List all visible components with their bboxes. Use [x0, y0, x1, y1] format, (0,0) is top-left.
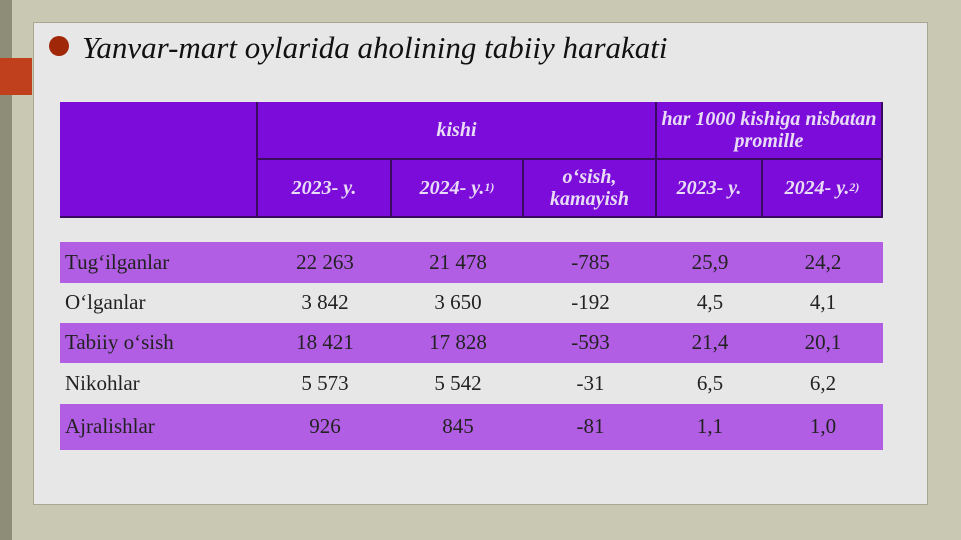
sub-header-text: 2024- y.	[784, 177, 850, 199]
table-cell: -31	[576, 370, 605, 395]
table-cell: 1,0	[763, 404, 883, 450]
table-cell: 4,5	[696, 290, 724, 315]
sub-header-text: 2024- y.	[419, 177, 485, 199]
table-cell: -81	[524, 404, 657, 450]
sub-header: 2023- y.	[657, 160, 763, 218]
sub-header: 2024- y. 1)	[392, 160, 524, 218]
row-label: Nikohlar	[65, 370, 140, 395]
table-cell: 21 478	[392, 242, 524, 283]
table-cell: 22 263	[258, 242, 392, 283]
table-cell: 5 542	[434, 370, 482, 395]
table-cell: 24,2	[763, 242, 883, 283]
row-label: Ajralishlar	[60, 404, 258, 450]
group-header: har 1000 kishiga nisbatan promille	[657, 102, 883, 160]
table-cell: 4,1	[809, 290, 837, 315]
slide-title: Yanvar-mart oylarida aholining tabiiy ha…	[82, 30, 668, 65]
side-strip	[0, 0, 12, 540]
footnote-mark: 1)	[484, 180, 495, 195]
row-label: O‘lganlar	[65, 290, 146, 315]
sub-header: o‘sish, kamayish	[524, 160, 657, 218]
table-cell: 845	[392, 404, 524, 450]
row-label: Tabiiy o‘sish	[60, 323, 258, 363]
table-cell: 3 842	[301, 290, 349, 315]
row-label: Tug‘ilganlar	[60, 242, 258, 283]
table-cell: 17 828	[392, 323, 524, 363]
table-cell: -192	[571, 290, 610, 315]
sub-header-text: 2023- y.	[676, 177, 742, 199]
sub-header: 2023- y.	[258, 160, 392, 218]
table-cell: 6,2	[809, 370, 837, 395]
footnote-mark: 2)	[849, 180, 860, 195]
corner-header	[60, 102, 258, 218]
group-header: kishi	[258, 102, 657, 160]
table-cell: 18 421	[258, 323, 392, 363]
table-cell: -785	[524, 242, 657, 283]
sub-header-text: o‘sish, kamayish	[550, 166, 629, 210]
table-cell: 25,9	[657, 242, 763, 283]
table-cell: -593	[524, 323, 657, 363]
table-cell: 5 573	[301, 370, 349, 395]
accent-bar	[0, 58, 32, 95]
table-cell: 1,1	[657, 404, 763, 450]
table-cell: 926	[258, 404, 392, 450]
sub-header: 2024- y. 2)	[763, 160, 883, 218]
sub-header-text: 2023- y.	[291, 177, 357, 199]
table-cell: 20,1	[763, 323, 883, 363]
bullet	[49, 36, 69, 56]
table-cell: 3 650	[434, 290, 482, 315]
table-cell: 6,5	[696, 370, 724, 395]
table-cell: 21,4	[657, 323, 763, 363]
